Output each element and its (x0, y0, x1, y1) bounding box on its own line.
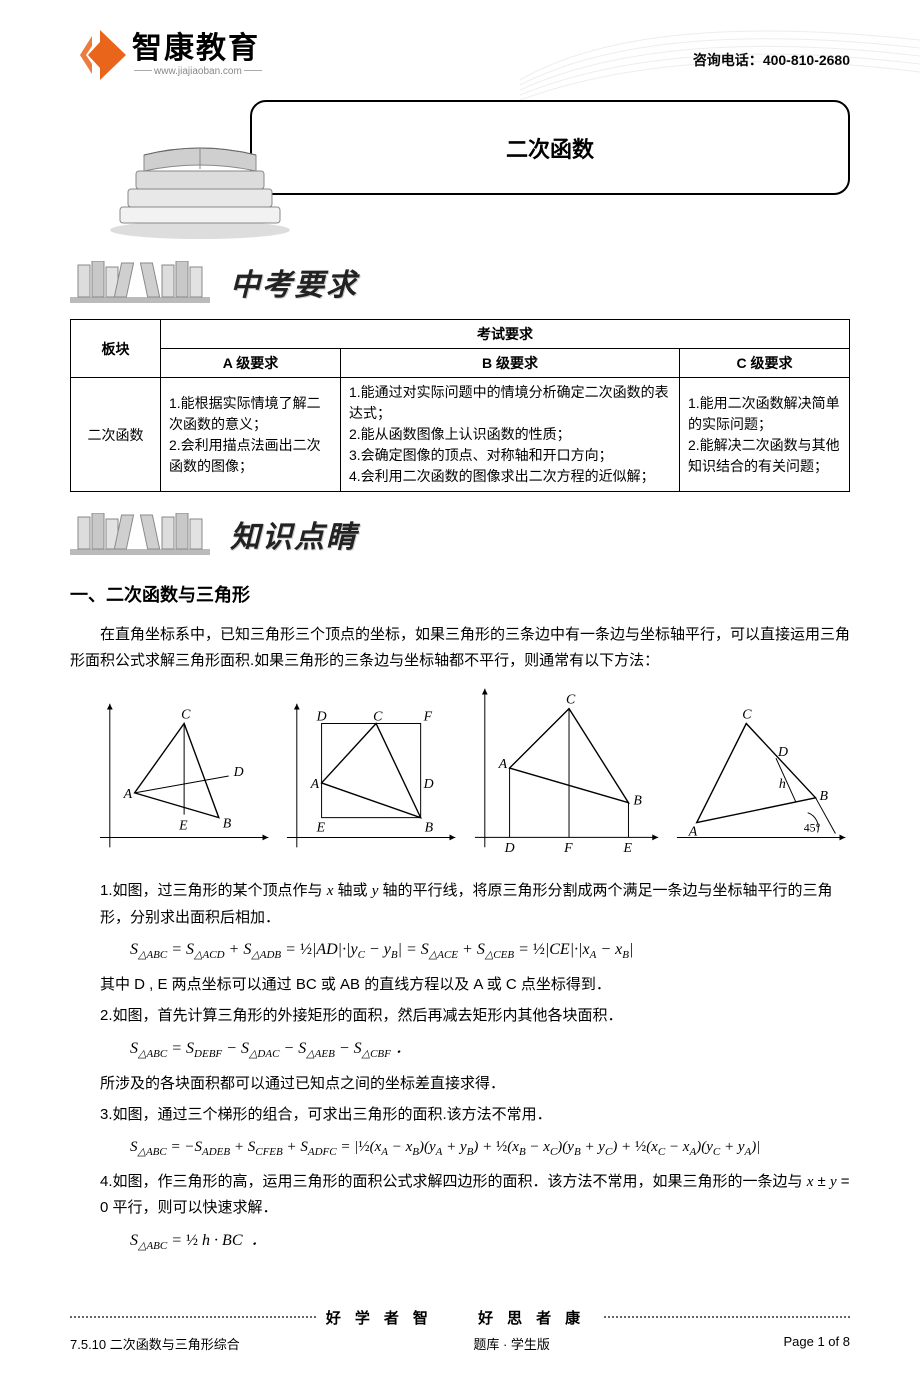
logo-text: 智康教育 (132, 34, 264, 64)
diagram-3: C A B D F E (465, 683, 663, 858)
section-head-points: 知识点睛 (70, 512, 850, 556)
shelf-icon (70, 261, 210, 303)
svg-text:B: B (425, 819, 434, 834)
svg-text:D: D (233, 764, 244, 779)
cell-b: 1.能通过对实际问题中的情境分析确定二次函数的表达式； 2.能从函数图像上认识函… (341, 378, 680, 492)
svg-text:C: C (566, 692, 576, 707)
logo-icon (70, 30, 126, 80)
shelf-icon (70, 513, 210, 555)
page-header: 智康教育 www.jiajiaoban.com 咨询电话：400-810-268… (70, 30, 850, 90)
th-c: C 级要求 (680, 349, 850, 378)
footer-motto: 好学者智 好思者康 (326, 1307, 594, 1328)
title-text: 二次函数 (506, 132, 594, 164)
svg-text:B: B (223, 816, 232, 831)
footer-center: 题库 · 学生版 (473, 1334, 550, 1353)
svg-text:D: D (423, 776, 434, 791)
method2-note: 所涉及的各块面积都可以通过已知点之间的坐标差直接求得． (100, 1071, 850, 1097)
heading-1: 一、二次函数与三角形 (70, 581, 850, 607)
svg-text:E: E (622, 840, 632, 855)
method4-text: 4.如图，作三角形的高，运用三角形的面积公式求解四边形的面积．该方法不常用，如果… (100, 1169, 850, 1221)
diagram-2: D C F A D E B (277, 698, 460, 858)
footer-row: 7.5.10 二次函数与三角形综合 题库 · 学生版 Page 1 of 8 (70, 1334, 850, 1353)
method1-note: 其中 D , E 两点坐标可以通过 BC 或 AB 的直线方程以及 A 或 C … (100, 972, 850, 998)
section-head-exam: 中考要求 (70, 260, 850, 304)
svg-text:45°: 45° (803, 820, 820, 834)
svg-text:E: E (316, 819, 326, 834)
svg-text:E: E (178, 818, 188, 833)
cell-a: 1.能根据实际情境了解二次函数的意义； 2.会利用描点法画出二次函数的图像； (161, 378, 341, 492)
svg-text:D: D (503, 840, 514, 855)
svg-text:A: A (310, 776, 320, 791)
svg-text:h: h (779, 776, 786, 791)
svg-text:F: F (563, 840, 573, 855)
hotline-label: 咨询电话： (693, 52, 763, 68)
svg-text:A: A (123, 786, 133, 801)
logo: 智康教育 www.jiajiaoban.com (70, 30, 264, 80)
svg-text:B: B (633, 793, 642, 808)
method1-formula: S△ABC = S△ACD + S△ADB = ½|AD|·|yC − yB| … (130, 936, 850, 966)
footer-right: Page 1 of 8 (783, 1334, 850, 1353)
diagram-4: C D B A h 45° (667, 698, 850, 858)
motto-left: 好学者智 (326, 1310, 442, 1327)
method3-text: 3.如图，通过三个梯形的组合，可求出三角形的面积.该方法不常用． (100, 1102, 850, 1128)
svg-text:B: B (819, 788, 828, 803)
svg-text:F: F (423, 709, 433, 724)
cell-c: 1.能用二次函数解决简单的实际问题； 2.能解决二次函数与其他知识结合的有关问题… (680, 378, 850, 492)
row-topic: 二次函数 (71, 378, 161, 492)
method2-text: 2.如图，首先计算三角形的外接矩形的面积，然后再减去矩形内其他各块面积． (100, 1003, 850, 1029)
th-a: A 级要求 (161, 349, 341, 378)
svg-text:C: C (373, 709, 383, 724)
section-title-exam: 中考要求 (230, 260, 358, 304)
title-box: 二次函数 (250, 100, 850, 195)
footer-left: 7.5.10 二次函数与三角形综合 (70, 1334, 240, 1353)
method3-formula: S△ABC = −SADEB + SCFEB + SADFC = |½(xA −… (130, 1134, 850, 1163)
svg-text:A: A (687, 823, 697, 838)
svg-text:A: A (497, 756, 507, 771)
intro-para: 在直角坐标系中，已知三角形三个顶点的坐标，如果三角形的三条边中有一条边与坐标轴平… (70, 622, 850, 673)
th-group: 考试要求 (161, 320, 850, 349)
hotline: 咨询电话：400-810-2680 (693, 50, 850, 70)
motto-right: 好思者康 (478, 1310, 594, 1327)
svg-text:D: D (777, 744, 788, 759)
method1-text: 1.如图，过三角形的某个顶点作与 x 轴或 y 轴的平行线，将原三角形分割成两个… (100, 878, 850, 930)
th-b: B 级要求 (341, 349, 680, 378)
th-topic: 板块 (71, 320, 161, 378)
requirements-table: 板块 考试要求 A 级要求 B 级要求 C 级要求 二次函数 1.能根据实际情境… (70, 319, 850, 492)
method2-formula: S△ABC = SDEBF − S△DAC − S△AEB − S△CBF ． (130, 1035, 850, 1065)
logo-url: www.jiajiaoban.com (132, 66, 264, 77)
section-title-points: 知识点睛 (230, 512, 358, 556)
diagram-1: C A B D E (90, 698, 273, 858)
svg-text:D: D (316, 709, 327, 724)
books-icon (100, 145, 300, 245)
svg-text:C: C (181, 707, 191, 722)
diagram-row: C A B D E D C F A D E B (90, 683, 850, 858)
svg-text:C: C (742, 707, 752, 722)
hotline-number: 400-810-2680 (763, 52, 850, 68)
footer-rule: 好学者智 好思者康 (70, 1307, 850, 1328)
method4-formula: S△ABC = ½ h · BC ． (130, 1227, 850, 1257)
title-area: 二次函数 (70, 100, 850, 230)
